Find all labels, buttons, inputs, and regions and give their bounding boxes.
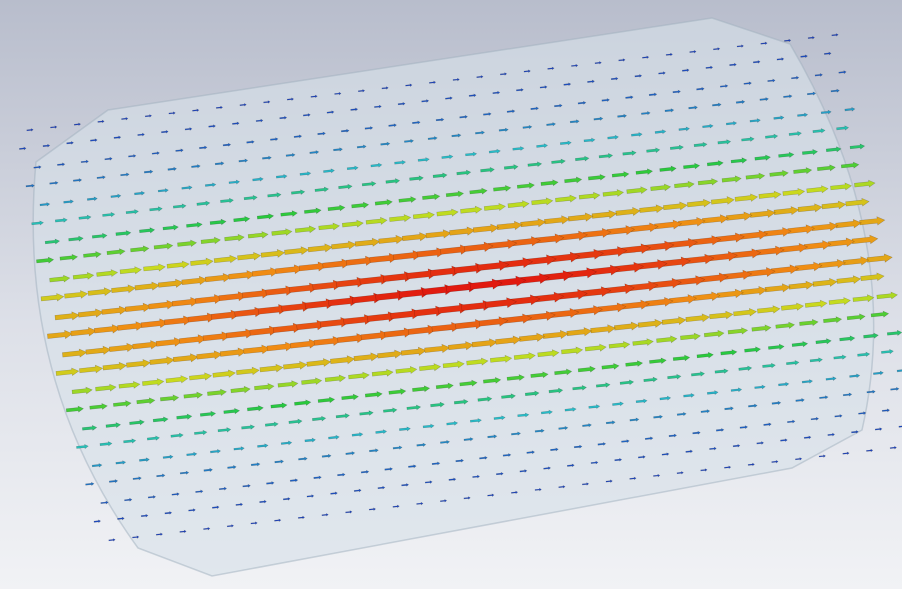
page-body: (() => { const ns = 'http://www.w3.org/2… xyxy=(0,0,902,589)
field-view xyxy=(0,0,902,589)
page: {} html, body { margin: 0; padding: 0; w… xyxy=(0,0,902,589)
